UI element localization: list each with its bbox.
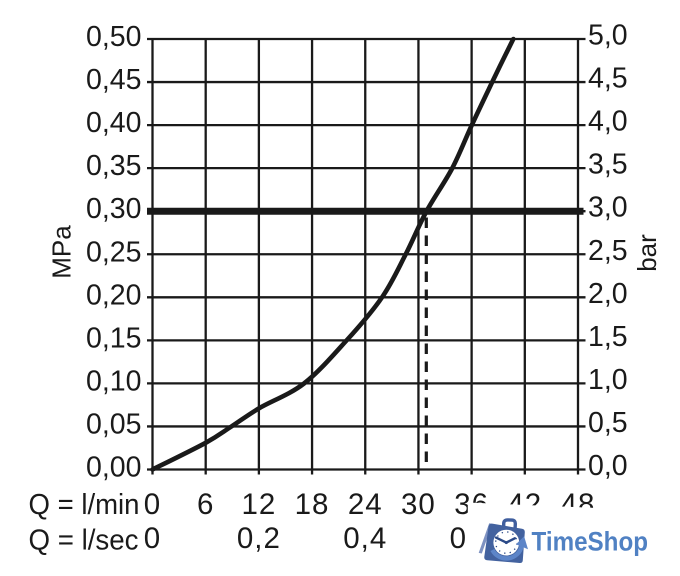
svg-text:0: 0 (144, 522, 161, 555)
svg-text:bar: bar (632, 234, 662, 272)
svg-text:0,35: 0,35 (86, 150, 141, 182)
svg-text:Q = l/sec: Q = l/sec (29, 525, 139, 557)
svg-text:0,45: 0,45 (86, 64, 141, 96)
svg-text:0,30: 0,30 (86, 193, 141, 225)
svg-text:24: 24 (348, 488, 383, 521)
svg-text:2,5: 2,5 (588, 235, 628, 267)
svg-text:0,05: 0,05 (86, 408, 141, 440)
svg-text:30: 30 (401, 488, 436, 521)
svg-text:12: 12 (241, 488, 276, 521)
svg-text:0,15: 0,15 (86, 322, 141, 354)
svg-text:2,0: 2,0 (588, 278, 628, 310)
svg-text:0,20: 0,20 (86, 279, 141, 311)
svg-text:0,10: 0,10 (86, 365, 141, 397)
svg-text:0,40: 0,40 (86, 107, 141, 139)
svg-text:0,0: 0,0 (588, 450, 628, 482)
svg-text:1,5: 1,5 (588, 321, 628, 353)
svg-text:1,0: 1,0 (588, 364, 628, 396)
svg-text:5,0: 5,0 (588, 20, 628, 52)
svg-text:MPa: MPa (47, 225, 77, 279)
svg-text:3,5: 3,5 (588, 149, 628, 181)
svg-text:0,50: 0,50 (86, 21, 141, 53)
svg-text:0,25: 0,25 (86, 236, 141, 268)
svg-text:0,4: 0,4 (343, 522, 387, 555)
svg-text:TimeShop: TimeShop (532, 527, 649, 557)
svg-text:Q = l/min: Q = l/min (29, 489, 140, 521)
svg-text:0,00: 0,00 (86, 452, 141, 484)
svg-text:0,5: 0,5 (588, 407, 628, 439)
svg-text:4,5: 4,5 (588, 63, 628, 95)
svg-text:0,2: 0,2 (237, 522, 281, 555)
svg-text:6: 6 (197, 488, 214, 521)
svg-text:0: 0 (144, 488, 161, 521)
svg-text:18: 18 (295, 488, 330, 521)
svg-text:4,0: 4,0 (588, 106, 628, 138)
svg-text:3,0: 3,0 (588, 192, 628, 224)
